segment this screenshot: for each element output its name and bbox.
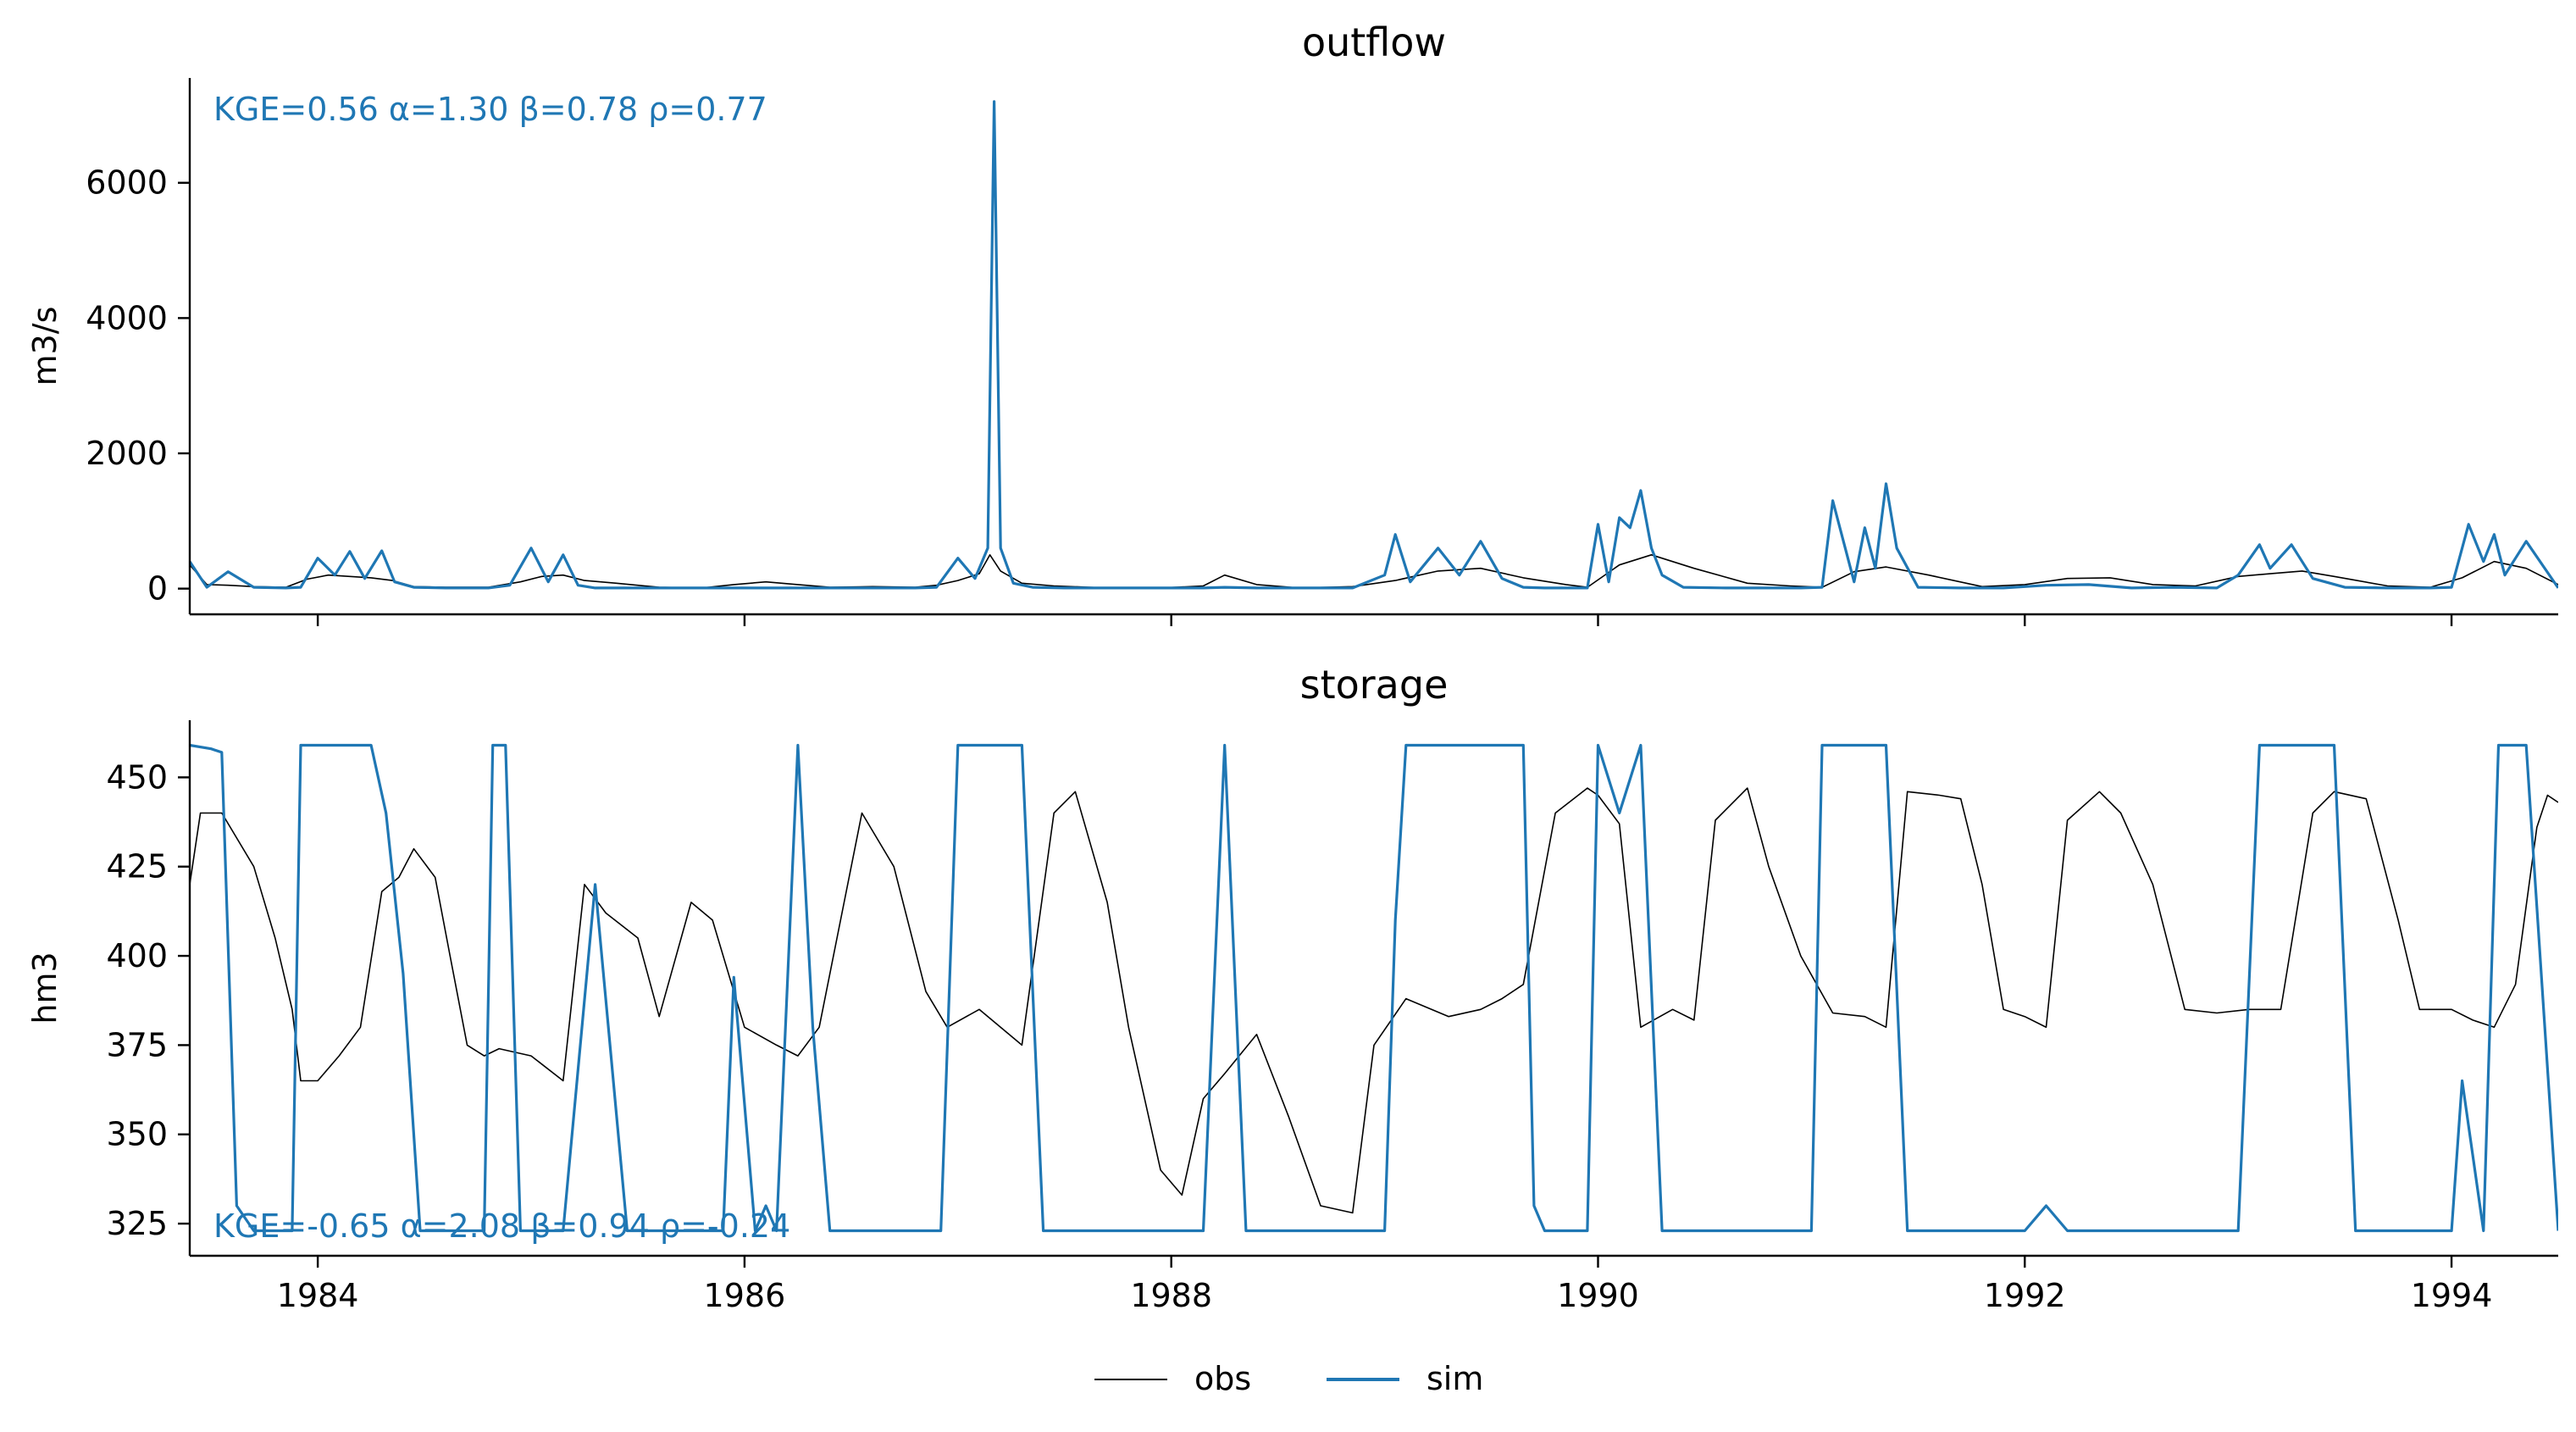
storage-xtick-label: 1986 [704, 1277, 786, 1314]
legend-sim-label: sim [1426, 1360, 1483, 1397]
storage-ytick-label: 375 [106, 1026, 168, 1063]
outflow-ylabel: m3/s [26, 307, 64, 386]
storage-title: storage [1300, 662, 1449, 708]
storage-xtick-label: 1984 [277, 1277, 359, 1314]
legend-obs-label: obs [1194, 1360, 1251, 1397]
storage-xtick-label: 1992 [1984, 1277, 2066, 1314]
outflow-ytick-label: 0 [147, 570, 168, 608]
storage-xtick-label: 1988 [1130, 1277, 1212, 1314]
storage-panel: storage hm3 325 350 375 400 425 450 1984 1986 1988… [26, 662, 2558, 1314]
storage-ylabel: hm3 [26, 952, 64, 1024]
outflow-series-sim [190, 100, 2558, 590]
outflow-series-obs [190, 553, 2558, 589]
storage-series-sim [190, 743, 2558, 1233]
outflow-ytick-label: 6000 [86, 164, 168, 202]
storage-xtick-label: 1994 [2411, 1277, 2493, 1314]
outflow-panel: outflow m3/s 0 2000 4000 6000 KGE=0.56 α=1.30 … [26, 19, 2558, 626]
outflow-title: outflow [1302, 19, 1446, 65]
outflow-ytick-label: 4000 [86, 299, 168, 336]
storage-ytick-label: 350 [106, 1116, 168, 1153]
legend: obs sim [1094, 1360, 1483, 1397]
storage-ytick-label: 400 [106, 937, 168, 974]
storage-series-obs [190, 787, 2558, 1214]
storage-xtick-label: 1990 [1557, 1277, 1639, 1314]
storage-metrics-annotation: KGE=-0.65 α=2.08 β=0.94 ρ=-0.24 [213, 1207, 790, 1245]
storage-ytick-label: 325 [106, 1205, 168, 1242]
storage-ytick-label: 425 [106, 848, 168, 885]
outflow-ytick-label: 2000 [86, 435, 168, 472]
outflow-metrics-annotation: KGE=0.56 α=1.30 β=0.78 ρ=0.77 [213, 91, 767, 128]
storage-ytick-label: 450 [106, 758, 168, 796]
